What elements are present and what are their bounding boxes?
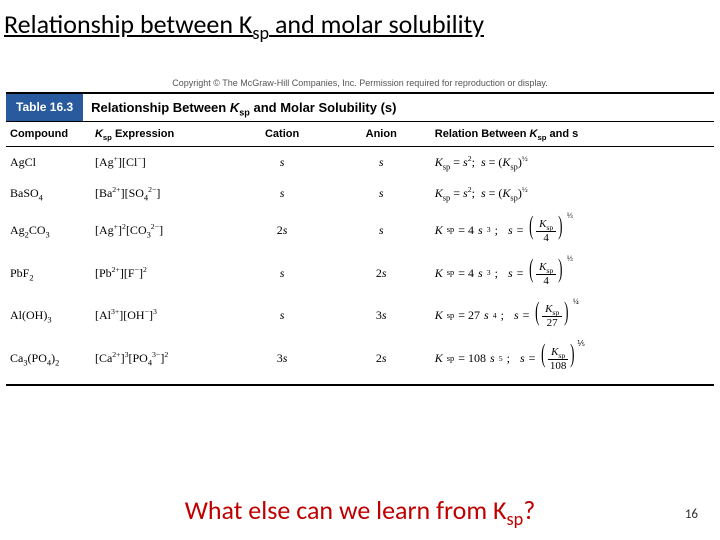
cell-expression: [Al3+][OH−]3 [91,295,233,338]
page-number: 16 [685,507,698,522]
solubility-table: Compound Ksp Expression Cation Anion Rel… [6,122,714,386]
table-number-badge: Table 16.3 [6,94,83,121]
table-row: Al(OH)3[Al3+][OH−]3s3sKsp = 27s4; s = (K… [6,295,714,338]
table-caption-bar: Table 16.3 Relationship Between Ksp and … [6,92,714,122]
cell-anion: 2s [332,337,431,385]
cell-expression: [Ag+][Cl−] [91,147,233,179]
cell-cation: s [233,147,332,179]
table-row: Ca3(PO4)2[Ca2+]3[PO43−]23s2sKsp = 108s5;… [6,337,714,385]
table-row: AgCl[Ag+][Cl−]ssKsp = s2; s = (Ksp)½ [6,147,714,179]
cell-expression: [Ba2+][SO42−] [91,178,233,209]
table-row: BaSO4[Ba2+][SO42−]ssKsp = s2; s = (Ksp)½ [6,178,714,209]
table-body: AgCl[Ag+][Cl−]ssKsp = s2; s = (Ksp)½BaSO… [6,147,714,386]
table-row: Ag2CO3[Ag+]2[CO32−]2ssKsp = 4s3; s = (Ks… [6,209,714,252]
copyright-text: Copyright © The McGraw-Hill Companies, I… [0,78,720,88]
cell-expression: [Ca2+]3[PO43−]2 [91,337,233,385]
cell-compound: AgCl [6,147,91,179]
cell-cation: s [233,252,332,295]
cell-expression: [Pb2+][F−]2 [91,252,233,295]
cell-relation: Ksp = s2; s = (Ksp)½ [431,147,714,179]
cell-anion: s [332,178,431,209]
cell-anion: s [332,147,431,179]
cell-compound: Al(OH)3 [6,295,91,338]
cell-cation: 2s [233,209,332,252]
question-sub: sp [507,508,524,530]
cell-relation: Ksp = 27s4; s = (Ksp27)¼ [431,295,714,338]
cell-cation: s [233,295,332,338]
header-cation: Cation [233,122,332,147]
cell-compound: Ag2CO3 [6,209,91,252]
cell-anion: s [332,209,431,252]
header-compound: Compound [6,122,91,147]
table-title: Relationship Between Ksp and Molar Solub… [83,94,404,121]
cell-cation: 3s [233,337,332,385]
table-header-row: Compound Ksp Expression Cation Anion Rel… [6,122,714,147]
cell-expression: [Ag+]2[CO32−] [91,209,233,252]
header-expression: Ksp Expression [91,122,233,147]
cell-anion: 2s [332,252,431,295]
table-row: PbF2[Pb2+][F−]2s2sKsp = 4s3; s = (Ksp4)⅓ [6,252,714,295]
cell-compound: Ca3(PO4)2 [6,337,91,385]
question-pre: What else can we learn from K [185,494,507,526]
header-relation: Relation Between Ksp and s [431,122,714,147]
cell-relation: Ksp = 4s3; s = (Ksp4)⅓ [431,252,714,295]
cell-relation: Ksp = 4s3; s = (Ksp4)⅓ [431,209,714,252]
cell-anion: 3s [332,295,431,338]
bottom-question: What else can we learn from Ksp? [0,494,720,526]
question-post: ? [523,494,535,526]
header-anion: Anion [332,122,431,147]
title-pre: Relationship between K [4,8,252,40]
cell-cation: s [233,178,332,209]
title-post: and molar solubility [269,8,484,40]
cell-compound: BaSO4 [6,178,91,209]
cell-compound: PbF2 [6,252,91,295]
cell-relation: Ksp = 108s5; s = (Ksp108)⅕ [431,337,714,385]
title-sub: sp [252,22,269,44]
cell-relation: Ksp = s2; s = (Ksp)½ [431,178,714,209]
slide-title: Relationship between Ksp and molar solub… [0,0,720,40]
